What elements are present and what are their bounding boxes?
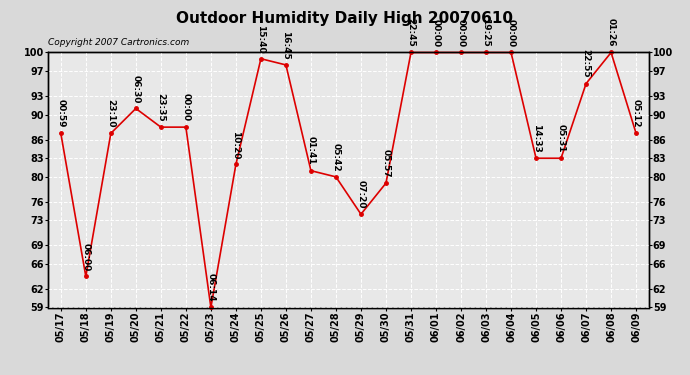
Text: 06:30: 06:30 xyxy=(131,75,140,103)
Text: 06:00: 06:00 xyxy=(81,243,90,271)
Text: 07:20: 07:20 xyxy=(357,180,366,209)
Text: 14:33: 14:33 xyxy=(531,124,540,153)
Text: 05:31: 05:31 xyxy=(557,124,566,153)
Text: 06:14: 06:14 xyxy=(206,273,215,302)
Text: 22:45: 22:45 xyxy=(406,18,415,47)
Text: 19:25: 19:25 xyxy=(482,18,491,47)
Text: 22:55: 22:55 xyxy=(582,50,591,78)
Text: 10:20: 10:20 xyxy=(231,130,240,159)
Text: 23:35: 23:35 xyxy=(157,93,166,122)
Text: 01:41: 01:41 xyxy=(306,136,315,165)
Text: 00:59: 00:59 xyxy=(57,99,66,128)
Text: 00:00: 00:00 xyxy=(431,19,440,47)
Text: 00:00: 00:00 xyxy=(181,93,190,122)
Text: 16:45: 16:45 xyxy=(282,31,290,59)
Text: 15:40: 15:40 xyxy=(257,24,266,53)
Text: 00:00: 00:00 xyxy=(457,19,466,47)
Text: Copyright 2007 Cartronics.com: Copyright 2007 Cartronics.com xyxy=(48,38,190,47)
Text: 05:42: 05:42 xyxy=(331,143,340,171)
Text: 01:26: 01:26 xyxy=(607,18,615,47)
Text: Outdoor Humidity Daily High 20070610: Outdoor Humidity Daily High 20070610 xyxy=(177,11,513,26)
Text: 05:12: 05:12 xyxy=(631,99,640,128)
Text: 23:10: 23:10 xyxy=(106,99,115,128)
Text: 05:57: 05:57 xyxy=(382,149,391,177)
Text: 00:00: 00:00 xyxy=(506,19,515,47)
